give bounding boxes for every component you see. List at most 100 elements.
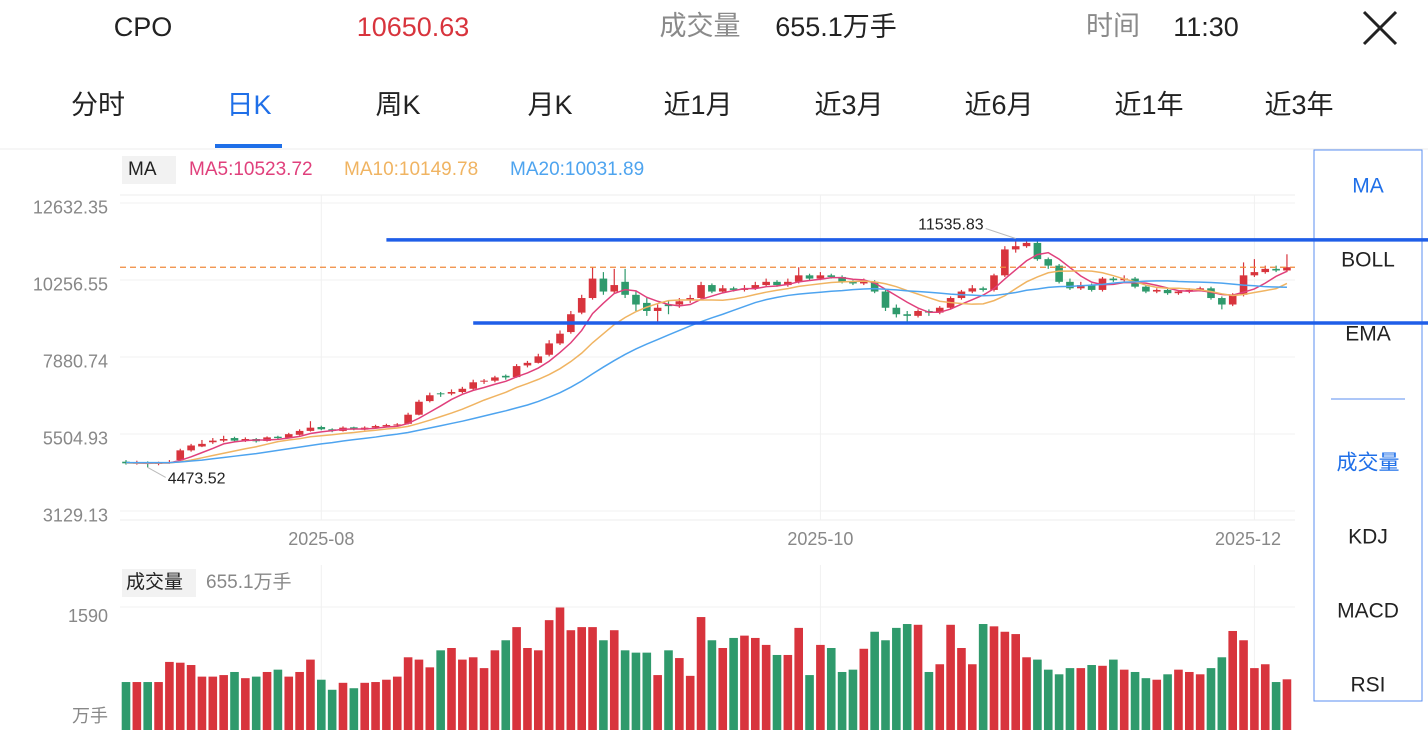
volume-bar [1033, 659, 1042, 730]
x-tick-label: 2025-12 [1215, 529, 1281, 549]
candle-body [1152, 289, 1161, 292]
volume-bar [1098, 665, 1107, 730]
y-tick-label: 7880.74 [43, 352, 108, 372]
ma-line [126, 270, 1288, 464]
candle-body [219, 439, 228, 441]
candle-body [1283, 267, 1291, 271]
candle-body [1109, 278, 1118, 281]
volume-bar [620, 650, 630, 730]
volume-bar [262, 671, 272, 730]
x-tick-label: 2025-08 [288, 529, 354, 549]
volume-title: 成交量 [126, 571, 183, 593]
candle-body [284, 434, 293, 438]
sub-indicator[interactable]: KDJ [1348, 526, 1388, 549]
volume-bar [968, 664, 977, 730]
volume-bar [1185, 671, 1194, 730]
candle-body [1001, 249, 1009, 276]
candle-body [501, 375, 510, 378]
legend-title: MA [128, 159, 157, 180]
volume-bar [371, 682, 380, 730]
y-tick-label: 12632.35 [33, 198, 108, 218]
tab[interactable]: 近3年 [1264, 90, 1333, 120]
volume-bar [588, 627, 597, 730]
close-button[interactable] [1362, 10, 1398, 46]
candle-body [762, 281, 770, 286]
tab[interactable]: 分时 [71, 90, 125, 120]
volume-bar [534, 650, 543, 730]
volume-bar [1206, 668, 1216, 730]
tab[interactable]: 日K [226, 90, 271, 120]
volume-label: 成交量 [660, 11, 741, 41]
candle-body [784, 281, 792, 286]
candle-body [523, 362, 532, 366]
candle-body [415, 401, 423, 415]
leader [147, 466, 166, 478]
candle-body [860, 281, 868, 284]
volume-bar [707, 640, 717, 730]
candle-body [686, 298, 694, 300]
volume-bar [696, 617, 706, 730]
candle-body [870, 281, 879, 292]
candle-body [935, 307, 944, 313]
volume-bar [729, 637, 738, 730]
indicator[interactable]: BOLL [1341, 249, 1395, 272]
header-bg [0, 0, 1428, 68]
candle-body [1011, 246, 1020, 250]
candle-body [382, 425, 391, 427]
legend-entry: MA10:10149.78 [344, 159, 478, 180]
tab[interactable]: 近6月 [964, 90, 1033, 120]
volume-bar [1282, 679, 1292, 730]
tab-bar: 分时 日K 周K 月K 近1月 近3月 近6月 近1年 近3年 [71, 90, 1334, 120]
candle-body [393, 424, 402, 426]
volume-bar [1043, 669, 1053, 730]
high-label: 11535.83 [918, 217, 984, 234]
tab[interactable]: 月K [527, 90, 572, 120]
volume-bar [892, 627, 901, 730]
volume-bar [458, 659, 467, 730]
volume-bar [1130, 671, 1140, 730]
candle-body [1055, 265, 1063, 282]
volume-bar [501, 640, 511, 730]
candle-body [794, 275, 803, 282]
volume-bar [1109, 659, 1118, 730]
candle-body [805, 275, 814, 279]
candle-body [827, 275, 836, 277]
ma-line [126, 280, 1287, 464]
tab[interactable]: 周K [375, 90, 420, 120]
volume-bar [1271, 682, 1281, 730]
tab[interactable]: 近3月 [814, 90, 883, 120]
volume-unit: 万手 [72, 706, 108, 726]
volume-bar [1065, 668, 1075, 730]
sub-indicator[interactable]: 成交量 [1337, 452, 1400, 475]
tab[interactable]: 近1月 [663, 90, 732, 120]
volume-bar [848, 669, 858, 730]
volume-bar [251, 676, 261, 730]
price: 10650.63 [357, 12, 470, 42]
volume-bar [675, 658, 684, 730]
legend-box [122, 156, 176, 184]
candle-body [979, 288, 987, 290]
candle-body [176, 450, 185, 461]
volume-bar [1163, 674, 1172, 730]
volume-bar [1119, 669, 1129, 730]
indicator[interactable]: EMA [1345, 323, 1391, 346]
candle-body [1142, 286, 1150, 292]
candle-body [545, 343, 553, 355]
candle-body [664, 304, 673, 307]
tab[interactable]: 近1年 [1114, 90, 1183, 120]
volume-bar [1217, 657, 1227, 730]
volume-bar [870, 631, 879, 730]
time: 11:30 [1173, 12, 1239, 42]
volume-bar [392, 676, 402, 730]
volume-bar [761, 644, 771, 730]
volume-bar [664, 650, 673, 730]
sub-indicator[interactable]: MACD [1337, 600, 1399, 623]
volume-bar [317, 679, 326, 730]
volume-bar [978, 624, 988, 730]
volume-bar [946, 624, 955, 730]
indicator[interactable]: MA [1352, 175, 1384, 198]
volume: 655.1万手 [775, 12, 897, 42]
sub-indicator[interactable]: RSI [1350, 674, 1385, 697]
indicator-panel [1313, 149, 1423, 702]
candle-body [1044, 259, 1053, 266]
